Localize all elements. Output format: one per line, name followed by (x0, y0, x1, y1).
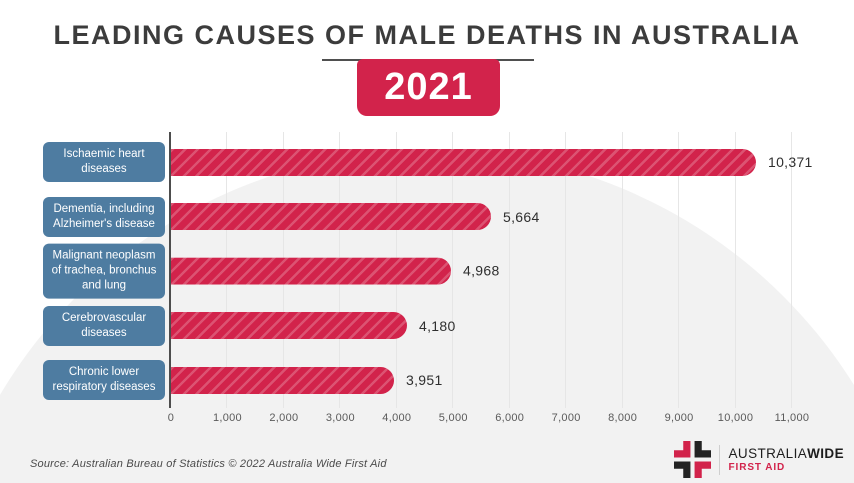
category-label-box: Cerebrovascular diseases (43, 305, 165, 346)
x-axis-tick-label: 7,000 (551, 412, 581, 424)
category-label-box: Dementia, including Alzheimer's disease (43, 196, 165, 237)
x-axis-tick-label: 5,000 (438, 412, 468, 424)
bar (171, 257, 451, 285)
category-label-box: Ischaemic heart diseases (43, 142, 165, 182)
bar-chart: Ischaemic heart diseases 10,371 Dementia, … (0, 132, 854, 408)
x-axis-tick-label: 4,000 (382, 412, 412, 424)
bar-value-label: 3,951 (406, 372, 443, 388)
x-axis-tick-label: 0 (167, 412, 175, 424)
logo-divider (718, 444, 720, 475)
chart-row: Chronic lower respiratory diseases 3,951 (43, 360, 443, 400)
bar-value-label: 5,664 (503, 208, 540, 225)
year-badge: 2021 (357, 59, 500, 116)
gridline (565, 132, 567, 408)
bar-value-label: 4,180 (419, 317, 456, 334)
bar (171, 366, 394, 394)
logo-brand-name: AUSTRALIAWIDE (728, 446, 844, 461)
bar (171, 148, 756, 176)
logo-text: AUSTRALIAWIDE FIRST AID (729, 446, 844, 473)
bar (171, 203, 491, 230)
header: LEADING CAUSES OF MALE DEATHS IN AUSTRAL… (0, 0, 854, 116)
x-axis-tick-label: 2,000 (269, 412, 299, 424)
chart-row: Ischaemic heart diseases 10,371 (43, 142, 813, 182)
logo-tagline: FIRST AID (728, 462, 786, 473)
x-axis-tick-label: 8,000 (608, 412, 638, 424)
page-title: LEADING CAUSES OF MALE DEATHS IN AUSTRAL… (53, 20, 801, 50)
x-axis-tick-label: 1,000 (212, 412, 242, 424)
first-aid-cross-icon (673, 441, 711, 478)
chart-row: Dementia, including Alzheimer's disease 5… (43, 196, 540, 237)
x-axis-tick-label: 3,000 (325, 412, 355, 424)
x-axis-tick-label: 10,000 (717, 412, 754, 424)
gridline (678, 132, 680, 408)
gridline (734, 132, 736, 408)
bar-value-label: 10,371 (768, 154, 813, 170)
brand-logo: AUSTRALIAWIDE FIRST AID (673, 441, 844, 478)
source-attribution: Source: Australian Bureau of Statistics … (30, 458, 387, 470)
gridline (621, 132, 623, 408)
x-axis-tick-label: 11,000 (774, 412, 810, 424)
x-axis-tick-label: 6,000 (495, 412, 525, 424)
x-axis-tick-label: 9,000 (664, 412, 694, 424)
bar (171, 312, 407, 339)
category-label-box: Chronic lower respiratory diseases (43, 360, 165, 400)
gridline (791, 132, 792, 408)
bar-value-label: 4,968 (463, 263, 500, 279)
gridline (452, 132, 454, 408)
y-axis-line (169, 132, 171, 408)
gridline (508, 132, 510, 408)
category-label-box: Malignant neoplasm of trachea, bronchus … (43, 243, 165, 299)
chart-row: Cerebrovascular diseases 4,180 (43, 305, 456, 346)
x-axis-ticks: 0 1,000 2,000 3,000 4,000 5,000 6,000 7,000 8,00… (0, 412, 854, 428)
chart-row: Malignant neoplasm of trachea, bronchus … (43, 243, 500, 299)
